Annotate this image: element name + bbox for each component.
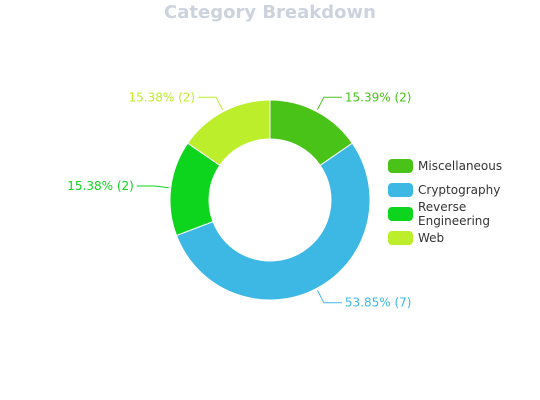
legend-swatch xyxy=(388,159,413,173)
legend-swatch xyxy=(388,231,413,245)
slice-web[interactable] xyxy=(187,99,271,167)
label-line xyxy=(316,290,342,304)
legend-item[interactable]: Reverse Engineering xyxy=(388,200,540,228)
legend-item[interactable]: Cryptography xyxy=(388,178,540,202)
slice-label: 15.38% (2) xyxy=(129,90,196,104)
chart-legend: Miscellaneous Cryptography Reverse Enginee… xyxy=(388,154,540,250)
legend-item[interactable]: Web xyxy=(388,226,540,250)
label-line xyxy=(136,185,169,189)
legend-swatch xyxy=(388,183,413,197)
slice-label: 53.85% (7) xyxy=(345,296,412,310)
legend-label: Web xyxy=(418,231,445,245)
label-line xyxy=(316,96,342,110)
slice-cryptography[interactable] xyxy=(175,142,371,301)
slice-label: 15.39% (2) xyxy=(345,90,412,104)
slice-label: 15.38% (2) xyxy=(67,179,134,193)
legend-label: Cryptography xyxy=(418,183,501,197)
label-line xyxy=(198,96,224,110)
chart-title: Category Breakdown xyxy=(164,2,376,23)
legend-label: Reverse Engineering xyxy=(418,200,490,228)
legend-item[interactable]: Miscellaneous xyxy=(388,154,540,178)
legend-label: Miscellaneous xyxy=(418,159,503,173)
legend-swatch xyxy=(388,207,413,221)
